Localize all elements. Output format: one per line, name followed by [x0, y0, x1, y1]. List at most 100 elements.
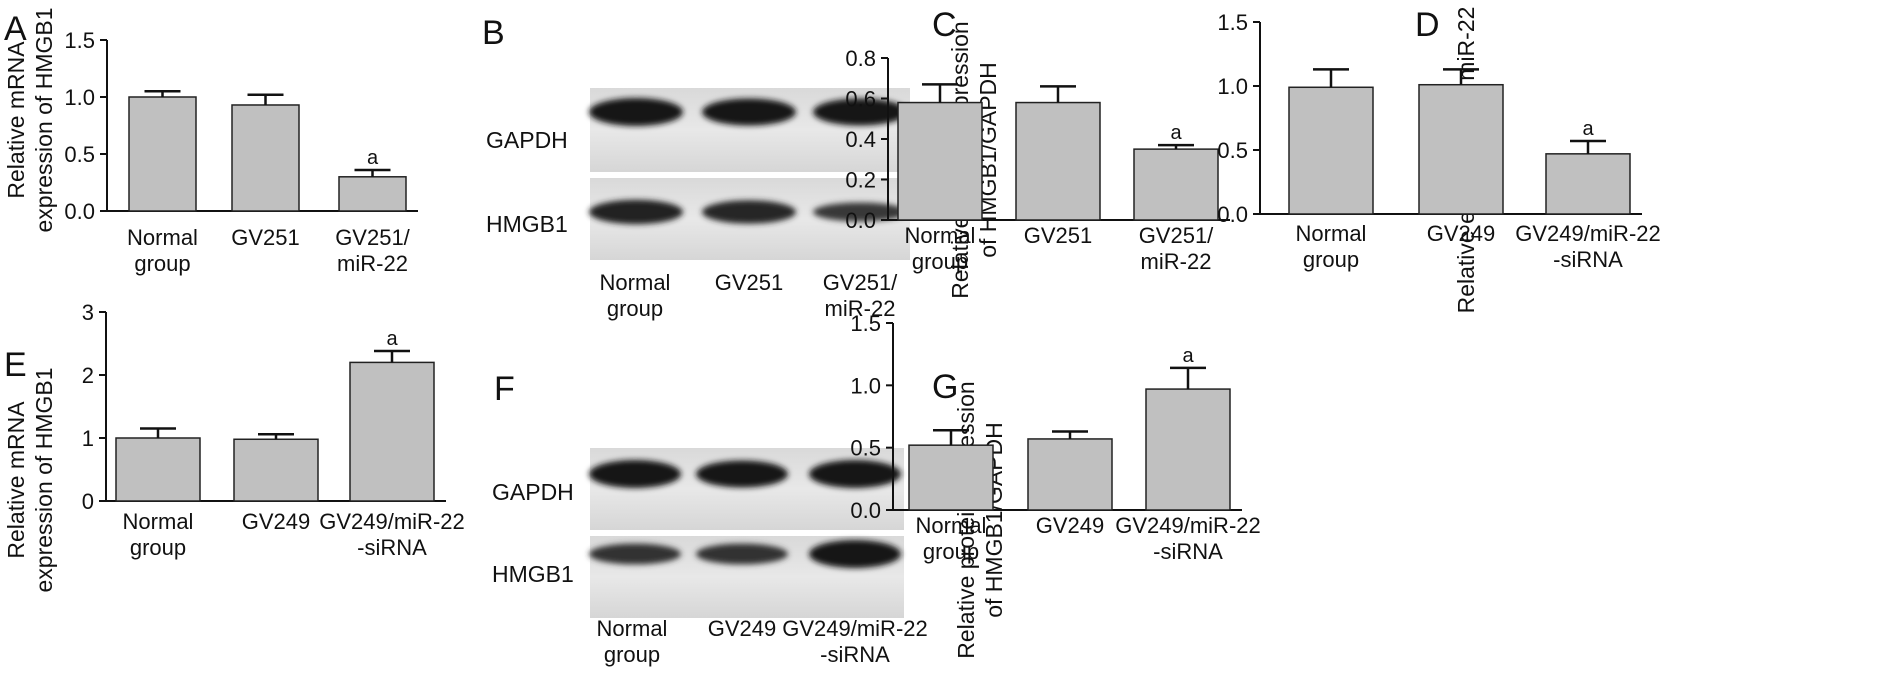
- blot-band: [696, 460, 788, 488]
- blot-band: [813, 202, 907, 222]
- category-label: GV251: [231, 225, 300, 250]
- panel-letter-f: F: [494, 370, 515, 408]
- y-tick-label: 0.8: [845, 46, 876, 71]
- svg-text:-siRNA: -siRNA: [820, 642, 890, 667]
- svg-text:Relative mRNA: Relative mRNA: [3, 41, 29, 199]
- y-tick-label: 0.2: [845, 168, 876, 193]
- blot-band: [702, 98, 796, 126]
- panel-g: G Relative protein expression of HMGB1/G…: [850, 311, 1260, 659]
- panel-letter-b: B: [482, 14, 505, 52]
- category-label: group: [923, 539, 979, 564]
- bar: [1015, 101, 1101, 221]
- bar: [1288, 86, 1374, 215]
- bar: [1418, 83, 1504, 215]
- panel-a-ylabel: Relative mRNA expression of HMGB1: [3, 8, 57, 233]
- blot-b-lanes: Normal group GV251 GV251/ miR-22: [600, 270, 899, 321]
- category-label: GV251/: [335, 225, 410, 250]
- category-label: group: [912, 249, 968, 274]
- y-tick-label: 0.6: [845, 87, 876, 112]
- significance-label: a: [1170, 122, 1182, 144]
- bar: [897, 101, 983, 221]
- svg-text:Relative protein expression: Relative protein expression: [953, 381, 979, 658]
- y-tick-label: 0.0: [850, 498, 881, 523]
- category-label: group: [130, 535, 186, 560]
- y-tick-label: 0.5: [850, 436, 881, 461]
- blot-band: [589, 98, 683, 126]
- category-label: group: [134, 251, 190, 276]
- svg-text:group: group: [604, 642, 660, 667]
- significance-label: a: [367, 147, 379, 169]
- svg-text:group: group: [607, 296, 663, 321]
- bar: [233, 438, 319, 502]
- category-label: GV249: [1427, 221, 1496, 246]
- category-label: miR-22: [337, 251, 408, 276]
- panel-e: E Relative mRNA expression of HMGB1 0 1 2 3…: [3, 300, 465, 592]
- category-label: GV249: [242, 509, 311, 534]
- bar: [1133, 148, 1219, 221]
- panel-letter-e: E: [4, 346, 27, 384]
- y-tick-label: 1.5: [1217, 10, 1248, 35]
- y-tick-label: 3: [82, 300, 94, 325]
- panel-letter-d: D: [1415, 6, 1440, 44]
- blot-band: [589, 199, 683, 225]
- svg-text:GV249/miR-22: GV249/miR-22: [782, 616, 928, 641]
- blot-f-bands: [589, 460, 901, 568]
- category-label: -siRNA: [357, 535, 427, 560]
- blot-band: [589, 543, 681, 565]
- svg-text:miR-22: miR-22: [825, 296, 896, 321]
- svg-text:GV251/: GV251/: [823, 270, 898, 295]
- category-label: GV249/miR-22: [1515, 221, 1661, 246]
- panel-b: B GAPDH HMGB1 Normal group GV251 GV251/ …: [482, 14, 910, 321]
- svg-text:Normal: Normal: [600, 270, 671, 295]
- blot-band: [702, 200, 796, 224]
- category-label: GV249/miR-22: [319, 509, 465, 534]
- bar: [128, 96, 197, 212]
- bar: [338, 176, 407, 212]
- bar: [908, 444, 994, 511]
- blot-f-row-label: GAPDH: [492, 479, 574, 505]
- panel-letter-c: C: [932, 6, 957, 44]
- category-label: GV251/: [1139, 223, 1214, 248]
- category-label: group: [1303, 247, 1359, 272]
- category-label: GV249/miR-22: [1115, 513, 1261, 538]
- blot-band: [809, 460, 901, 488]
- bar: [1145, 388, 1231, 511]
- blot-b-row-label: HMGB1: [486, 211, 568, 237]
- panel-e-ylabel: Relative mRNA expression of HMGB1: [3, 368, 57, 593]
- svg-text:expression of HMGB1: expression of HMGB1: [31, 368, 57, 593]
- panel-d: D Relative expression of miR-22 0.00.51.…: [1217, 6, 1660, 313]
- blot-band: [809, 540, 901, 568]
- svg-text:GV249: GV249: [708, 616, 777, 641]
- panel-f: F GAPDH HMGB1 Normal group GV249 GV249/m…: [492, 370, 928, 667]
- category-label: Normal: [127, 225, 198, 250]
- y-tick-label: 0.5: [64, 142, 95, 167]
- category-label: Normal: [1296, 221, 1367, 246]
- y-tick-label: 1.5: [64, 28, 95, 53]
- blot-b-row-label: GAPDH: [486, 127, 568, 153]
- blot-b-bands: [589, 98, 907, 225]
- y-tick-label: 0.0: [845, 208, 876, 233]
- panel-a: A Relative mRNA expression of HMGB1 0.00…: [3, 8, 418, 276]
- category-label: Normal: [905, 223, 976, 248]
- y-tick-label: 1: [82, 426, 94, 451]
- panel-letter-g: G: [932, 368, 958, 406]
- bar: [115, 437, 201, 502]
- y-tick-label: 1.0: [64, 85, 95, 110]
- significance-label: a: [1582, 118, 1594, 140]
- category-label: Normal: [916, 513, 987, 538]
- blot-band: [696, 543, 788, 565]
- bar: [231, 104, 300, 212]
- blot-band: [813, 98, 907, 126]
- svg-text:expression of HMGB1: expression of HMGB1: [31, 8, 57, 233]
- blot-band: [589, 460, 681, 488]
- y-tick-label: 0: [82, 489, 94, 514]
- significance-label: a: [1182, 345, 1194, 367]
- category-label: -siRNA: [1153, 539, 1223, 564]
- category-label: GV249: [1036, 513, 1105, 538]
- y-tick-label: 1.0: [1217, 74, 1248, 99]
